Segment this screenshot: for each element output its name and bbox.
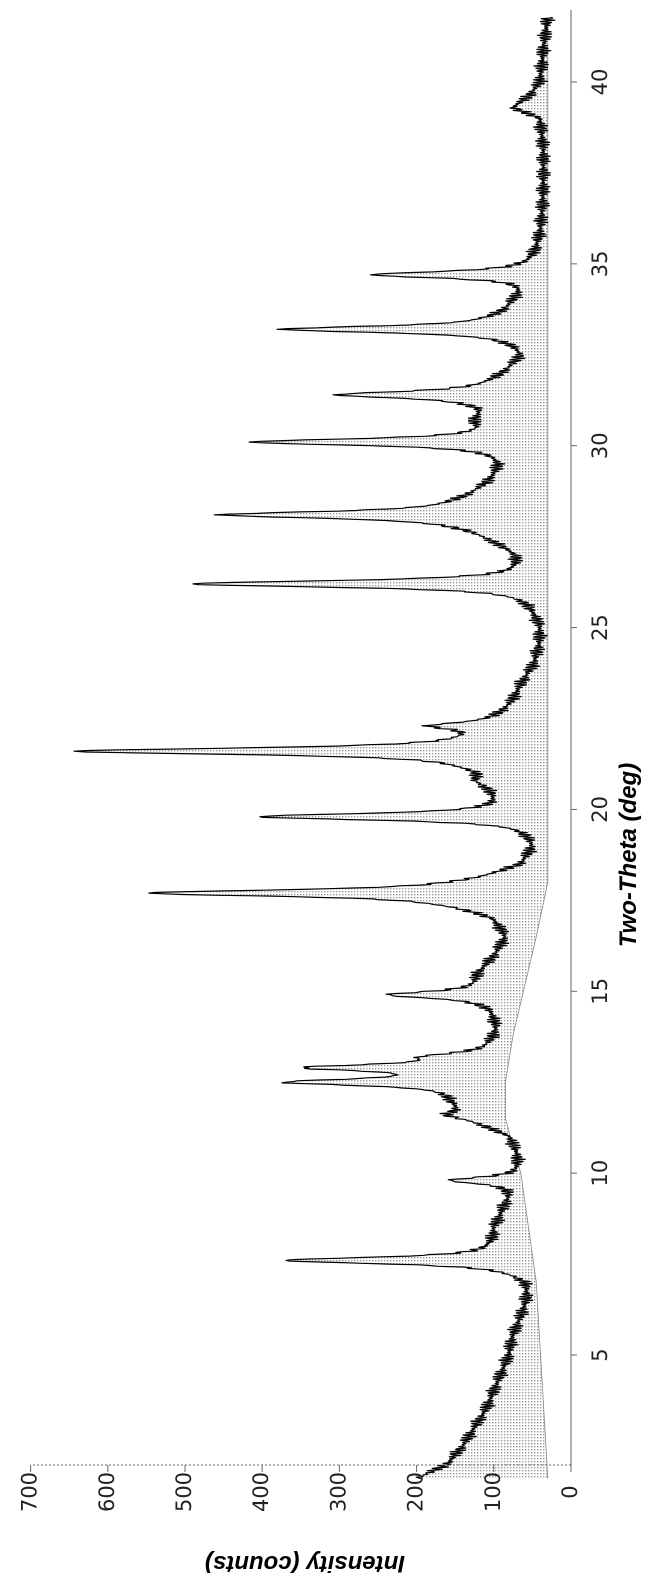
- x-tick-label: 25: [588, 614, 612, 641]
- y-tick-label: 100: [481, 1472, 505, 1512]
- x-tick-label: 40: [588, 69, 612, 96]
- x-tick-label: 10: [588, 1160, 612, 1187]
- diffraction-pattern-line: [73, 16, 556, 1480]
- y-tick-label: 300: [326, 1472, 350, 1512]
- y-tick-label: 700: [18, 1472, 42, 1512]
- y-axis-title: Intensity (counts): [205, 1550, 405, 1573]
- y-tick-label: 500: [172, 1472, 196, 1512]
- x-tick-label: 35: [588, 250, 612, 277]
- y-tick-label: 0: [558, 1485, 582, 1498]
- x-tick-label: 30: [588, 432, 612, 459]
- x-tick-label: 20: [588, 796, 612, 823]
- background-line: [504, 17, 549, 1479]
- x-axis-title: Two-Theta (deg): [615, 763, 642, 947]
- x-tick-label: 15: [588, 978, 612, 1005]
- y-tick-label: 600: [95, 1472, 119, 1512]
- x-tick-label: 5: [588, 1348, 612, 1361]
- y-tick-label: 200: [404, 1472, 428, 1512]
- y-tick-label: 400: [249, 1472, 273, 1512]
- pattern-fill-area: [74, 17, 555, 1479]
